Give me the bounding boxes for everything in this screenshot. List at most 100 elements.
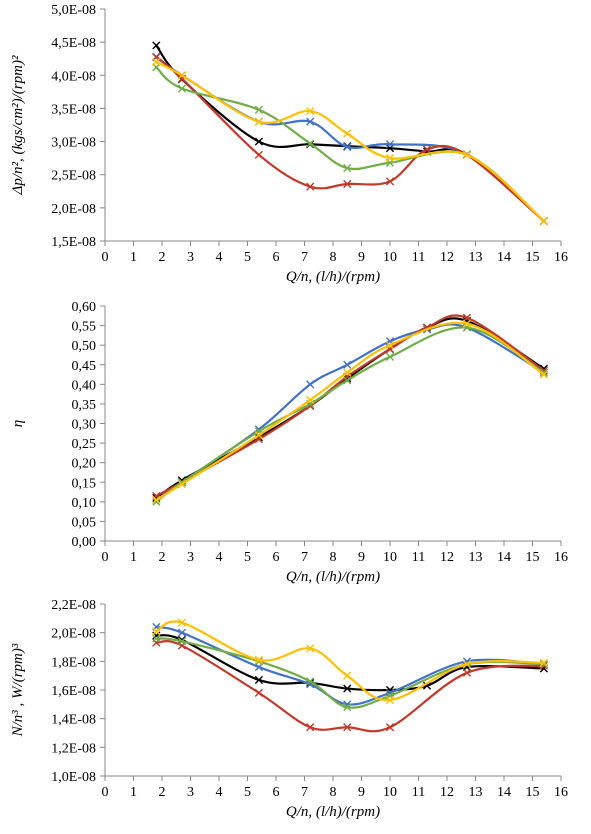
y-tick-label: 3,0E-08 <box>51 136 96 151</box>
series-line-3 <box>155 326 545 503</box>
data-point-marker <box>539 658 548 667</box>
x-tick-label: 16 <box>554 550 568 565</box>
x-tick-label: 12 <box>440 785 454 800</box>
data-point-marker <box>254 431 263 440</box>
data-point-marker <box>306 677 315 686</box>
data-point-marker <box>385 140 395 149</box>
y-tick-label: 4,5E-08 <box>51 36 96 51</box>
x-tick-label: 11 <box>412 785 425 800</box>
data-point-marker <box>152 41 161 50</box>
x-tick-label: 10 <box>383 550 397 565</box>
x-tick-label: 6 <box>273 250 280 265</box>
data-point-marker <box>254 675 263 685</box>
x-tick-label: 7 <box>301 785 308 800</box>
x-tick-label: 9 <box>358 250 365 265</box>
data-point-marker <box>306 395 315 405</box>
x-tick-label: 7 <box>301 250 308 265</box>
x-tick-label: 0 <box>102 550 109 565</box>
y-tick-label: 2,5E-08 <box>51 169 96 184</box>
data-point-marker <box>462 660 472 669</box>
data-point-marker <box>343 376 352 385</box>
data-point-marker <box>343 671 352 680</box>
x-tick-label: 3 <box>187 250 194 265</box>
series-line-0 <box>155 317 545 500</box>
y-axis-title: Δp/n², (kgs/cm²)/(rpm)² <box>10 55 26 195</box>
y-tick-label: 1,4E-08 <box>51 713 96 728</box>
y-tick-label: 0,25 <box>72 437 97 452</box>
data-point-marker <box>343 142 352 151</box>
y-tick-label: 0,10 <box>72 496 97 511</box>
x-tick-label: 0 <box>102 250 109 265</box>
data-point-marker <box>152 495 161 504</box>
series-line-1 <box>155 323 545 501</box>
chart-power: 0 1 2 3 4 5 6 7 8 9 10 11 12 13 14 15 161,0E-081,2E-081,… <box>10 598 568 820</box>
series-line-2 <box>155 55 545 223</box>
y-tick-label: 0,20 <box>72 457 97 472</box>
data-point-marker <box>385 154 395 163</box>
x-tick-label: 6 <box>273 785 280 800</box>
x-tick-label: 15 <box>526 550 540 565</box>
data-point-marker <box>177 71 187 80</box>
data-point-marker <box>254 137 263 146</box>
series-line-2 <box>155 314 545 498</box>
data-point-marker <box>343 360 352 369</box>
data-point-marker <box>177 637 187 646</box>
x-tick-label: 9 <box>358 785 365 800</box>
x-tick-label: 0 <box>102 785 109 800</box>
data-point-marker <box>254 150 263 159</box>
data-point-marker <box>254 117 263 126</box>
data-point-marker <box>254 688 263 697</box>
data-point-marker <box>462 319 472 328</box>
chart-efficiency: 0 1 2 3 4 5 6 7 8 9 10 11 12 13 14 15 160,000,050,100,15… <box>10 300 568 585</box>
data-point-marker <box>152 627 161 636</box>
y-tick-label: 0,50 <box>72 339 97 354</box>
y-tick-label: 0,35 <box>72 398 97 413</box>
x-tick-label: 4 <box>216 550 223 565</box>
series-line-0 <box>155 44 545 223</box>
x-tick-label: 3 <box>187 785 194 800</box>
data-point-marker <box>177 84 187 93</box>
data-point-marker <box>385 352 395 362</box>
data-point-marker <box>343 179 352 189</box>
x-tick-label: 1 <box>130 550 137 565</box>
x-tick-label: 8 <box>330 550 337 565</box>
x-tick-label: 14 <box>497 550 511 565</box>
x-axis-title: Q/n, (l/h)/(rpm) <box>286 804 380 820</box>
x-tick-label: 4 <box>216 785 223 800</box>
x-tick-label: 9 <box>358 550 365 565</box>
y-tick-label: 0,00 <box>72 535 97 550</box>
data-point-marker <box>306 644 315 653</box>
x-tick-label: 11 <box>412 250 425 265</box>
y-tick-label: 0,30 <box>72 418 97 433</box>
x-tick-label: 15 <box>526 785 540 800</box>
data-point-marker <box>343 723 352 732</box>
y-tick-label: 1,8E-08 <box>51 655 96 670</box>
data-point-marker <box>422 681 432 690</box>
series-line-4 <box>155 620 545 702</box>
data-point-marker <box>343 368 352 377</box>
y-tick-label: 1,5E-08 <box>51 235 96 250</box>
data-point-marker <box>306 380 315 389</box>
x-tick-label: 2 <box>159 250 166 265</box>
data-point-marker <box>306 182 315 191</box>
x-tick-label: 12 <box>440 250 454 265</box>
y-tick-label: 0,45 <box>72 359 97 374</box>
y-tick-label: 2,0E-08 <box>51 627 96 642</box>
y-tick-label: 0,40 <box>72 378 97 393</box>
data-point-marker <box>539 217 548 226</box>
x-axis-title: Q/n, (l/h)/(rpm) <box>286 269 380 285</box>
x-tick-label: 12 <box>440 550 454 565</box>
y-tick-label: 4,0E-08 <box>51 69 96 84</box>
data-point-marker <box>385 177 395 186</box>
x-tick-label: 5 <box>244 250 251 265</box>
x-tick-label: 1 <box>130 785 137 800</box>
data-point-marker <box>539 368 548 377</box>
x-tick-label: 13 <box>469 250 483 265</box>
y-tick-label: 2,0E-08 <box>51 202 96 217</box>
data-point-marker <box>422 145 432 154</box>
data-point-marker <box>152 634 161 643</box>
y-tick-label: 3,5E-08 <box>51 102 96 117</box>
data-point-marker <box>343 684 352 693</box>
y-axis-title: η <box>10 420 26 427</box>
